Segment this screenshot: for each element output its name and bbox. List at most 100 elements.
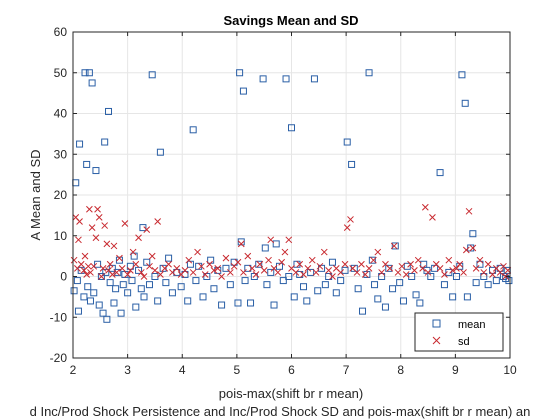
mean-point — [282, 75, 290, 83]
mean-point — [140, 293, 148, 301]
mean-point — [117, 309, 125, 317]
mean-point — [288, 124, 295, 132]
mean-point — [325, 273, 333, 280]
sd-point — [214, 264, 222, 272]
mean-point — [94, 260, 102, 268]
mean-point — [241, 277, 249, 285]
sd-point — [436, 264, 444, 272]
sd-point — [285, 236, 293, 244]
caption-label: d Inc/Prod Shock Persistence and Inc/Pro… — [30, 404, 531, 419]
sd-point — [113, 269, 121, 276]
series-sd — [70, 203, 512, 280]
sd-point — [296, 260, 304, 268]
mean-point — [496, 264, 504, 272]
mean-point — [296, 270, 304, 278]
mean-point — [103, 315, 111, 323]
sd-point — [267, 236, 275, 244]
mean-point — [128, 277, 136, 285]
sd-point — [98, 273, 105, 280]
mean-point — [92, 167, 100, 175]
sd-point — [218, 273, 225, 280]
sd-point — [469, 244, 477, 252]
mean-point — [80, 293, 88, 301]
mean-point — [363, 270, 371, 278]
mean-point — [484, 281, 492, 289]
y-tick-label: 60 — [54, 25, 68, 39]
sd-point — [81, 252, 89, 260]
legend-mean-label: mean — [458, 319, 486, 331]
sd-point — [137, 269, 145, 276]
sd-point — [95, 214, 103, 221]
mean-point — [389, 285, 397, 293]
mean-point — [247, 299, 255, 307]
mean-point — [105, 107, 113, 115]
sd-point — [374, 248, 382, 256]
sd-point — [181, 267, 189, 274]
sd-point — [419, 264, 426, 272]
sd-point — [390, 242, 398, 250]
sd-point — [445, 256, 453, 264]
mean-point — [300, 283, 308, 291]
mean-point — [70, 287, 78, 295]
mean-point — [99, 309, 107, 317]
mean-point — [279, 277, 287, 285]
mean-point — [381, 303, 389, 311]
mean-point — [427, 273, 435, 280]
mean-point — [83, 160, 91, 168]
mean-point — [469, 230, 477, 238]
sd-point — [278, 258, 286, 266]
x-axis-label: pois-max(shift br r mean) — [219, 386, 363, 401]
sd-point — [402, 271, 410, 278]
mean-point — [218, 301, 226, 309]
mean-point — [476, 260, 484, 268]
mean-point — [368, 256, 376, 264]
mean-point — [239, 87, 247, 95]
sd-point — [292, 269, 300, 276]
x-tick-label: 9 — [452, 363, 459, 377]
mean-point — [263, 281, 271, 289]
mean-point — [371, 281, 379, 289]
sd-point — [252, 271, 260, 278]
sd-point — [274, 269, 282, 276]
mean-point — [81, 69, 89, 77]
mean-point — [350, 264, 358, 272]
mean-point — [119, 281, 127, 289]
sd-point — [378, 269, 385, 276]
sd-point — [75, 236, 82, 244]
x-tick-label: 6 — [288, 363, 295, 377]
sd-point — [320, 248, 328, 256]
sd-point — [140, 273, 148, 280]
y-tick-label: -20 — [50, 351, 68, 365]
mean-point — [244, 264, 252, 272]
y-tick-label: 30 — [54, 147, 68, 161]
mean-point — [106, 279, 114, 287]
sd-point — [414, 256, 422, 264]
sd-point — [502, 273, 509, 280]
mean-point — [74, 307, 82, 315]
sd-point — [127, 267, 134, 274]
sd-point — [365, 264, 373, 272]
x-tick-label: 7 — [343, 363, 350, 377]
mean-point — [112, 285, 120, 293]
mean-point — [222, 264, 230, 272]
mean-point — [199, 293, 207, 301]
mean-point — [452, 273, 460, 280]
mean-point — [234, 299, 242, 307]
sd-point — [226, 269, 234, 276]
mean-point — [110, 299, 118, 307]
mean-point — [359, 307, 367, 315]
legend-sd-marker — [432, 336, 441, 345]
sd-point — [132, 260, 140, 268]
mean-point — [236, 69, 244, 77]
y-axis-label: A Mean and SD — [28, 149, 43, 240]
legend: mean sd — [414, 312, 504, 352]
x-tick-label: 8 — [397, 363, 404, 377]
mean-point — [343, 138, 351, 146]
sd-point — [260, 267, 268, 274]
mean-point — [214, 266, 222, 274]
sd-point — [361, 271, 369, 278]
mean-point — [115, 256, 123, 264]
mean-point — [86, 297, 94, 305]
mean-point — [374, 295, 382, 303]
x-tick-label: 3 — [124, 363, 131, 377]
